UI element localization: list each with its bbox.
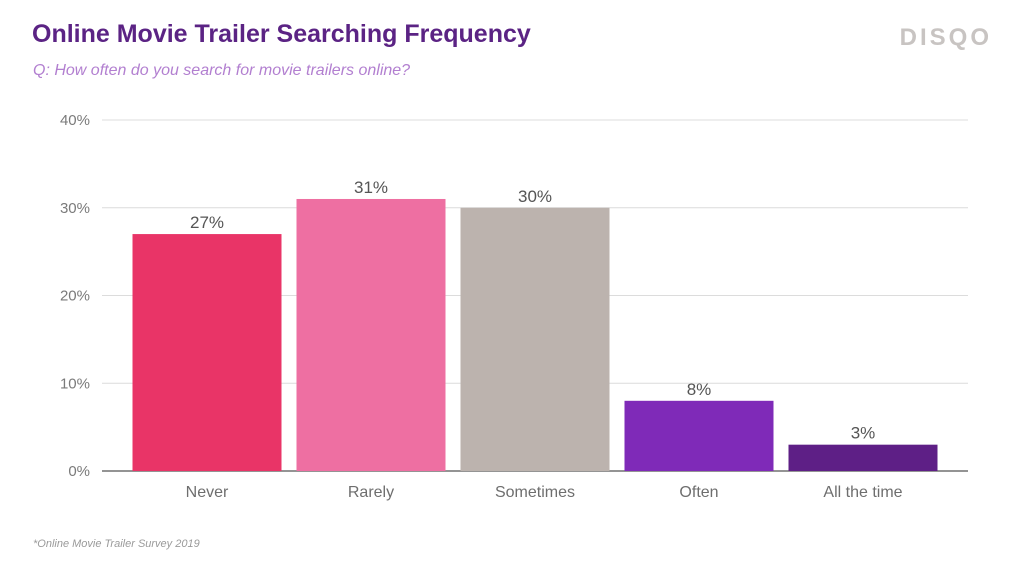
bar-never: [132, 234, 282, 471]
data-label: 27%: [190, 213, 224, 232]
category-label: Never: [186, 484, 229, 501]
category-label: All the time: [823, 484, 902, 501]
data-label: 3%: [851, 424, 876, 443]
data-label: 30%: [518, 187, 552, 206]
bar-often: [624, 400, 774, 471]
bar-rarely: [296, 198, 446, 471]
chart-title: Online Movie Trailer Searching Frequency: [32, 20, 531, 48]
category-label: Often: [679, 484, 718, 501]
labels: 0% 10% 20% 30% 40% 27% Never 31% Rarely 30% Someti…: [60, 112, 903, 501]
data-label: 8%: [687, 380, 712, 399]
disqo-logo: DISQO: [899, 24, 992, 51]
bar-all-the-time: [788, 444, 938, 471]
data-label: 31%: [354, 178, 388, 197]
y-tick-label: 10%: [60, 375, 90, 392]
bars: [132, 198, 938, 471]
y-tick-label: 0%: [68, 463, 90, 480]
y-tick-label: 40%: [60, 112, 90, 129]
bar-sometimes: [460, 207, 610, 471]
source-footnote: *Online Movie Trailer Survey 2019: [33, 538, 200, 550]
y-tick-label: 20%: [60, 288, 90, 305]
category-label: Sometimes: [495, 484, 575, 501]
category-label: Rarely: [348, 484, 394, 501]
y-tick-label: 30%: [60, 200, 90, 217]
chart-subtitle: Q: How often do you search for movie tra…: [33, 62, 411, 79]
